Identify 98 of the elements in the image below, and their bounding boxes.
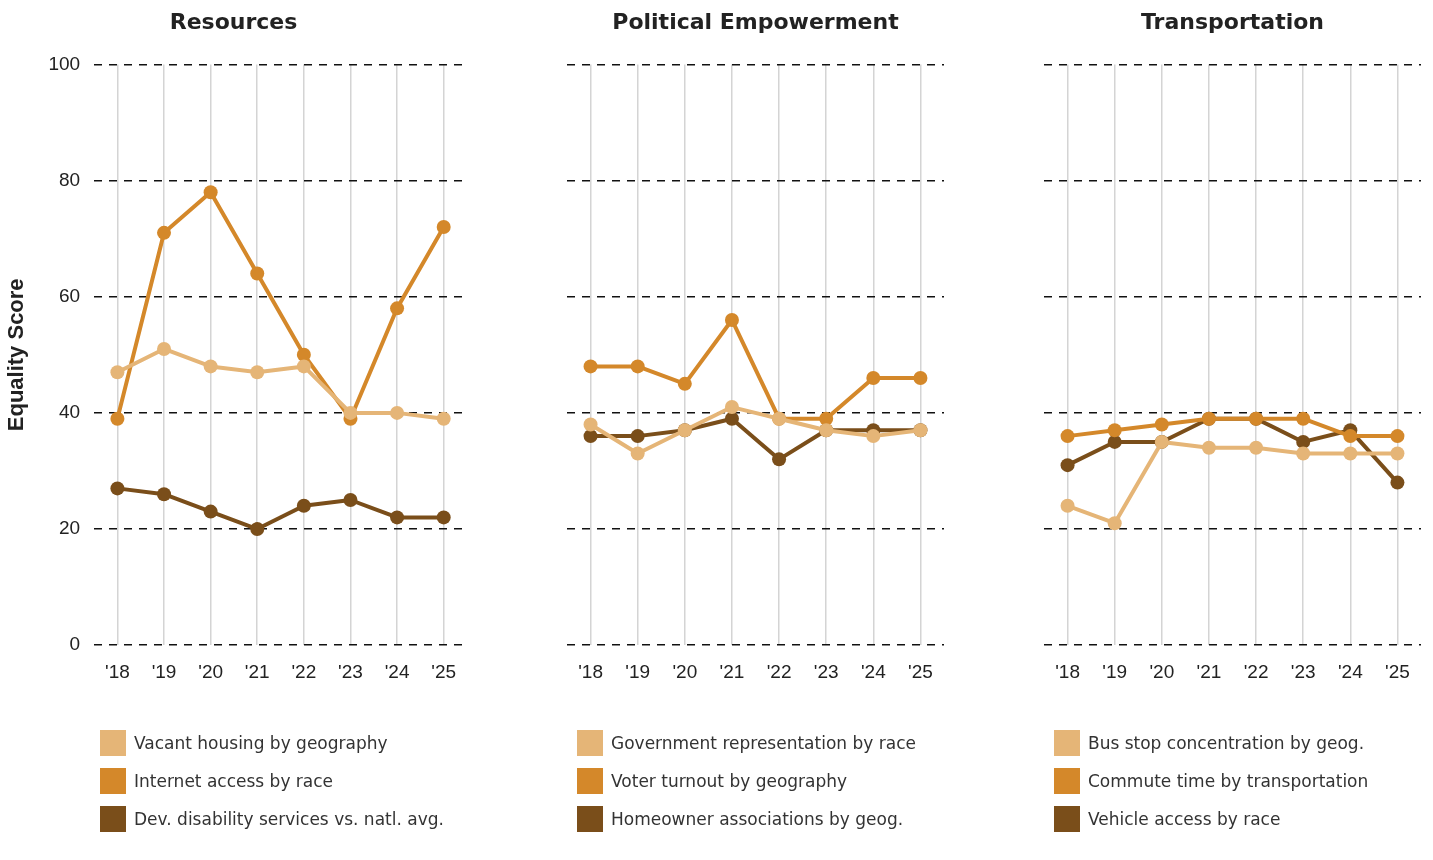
- x-tick-label: '23: [813, 660, 839, 682]
- point: [1343, 446, 1358, 461]
- x-tick-label: '18: [1055, 660, 1080, 682]
- point: [630, 429, 645, 444]
- x-tick-label: '24: [384, 660, 410, 682]
- point: [436, 411, 451, 426]
- x-tick-label: '21: [1196, 660, 1222, 682]
- y-tick-label: 0: [69, 633, 81, 655]
- x-tick-label: '25: [908, 660, 933, 682]
- legend-label: Vacant housing by geography: [134, 733, 388, 753]
- legend-label: Internet access by race: [134, 771, 334, 791]
- legend-label: Government representation by race: [611, 733, 916, 753]
- point: [157, 225, 172, 240]
- point: [296, 498, 311, 513]
- point: [1390, 446, 1405, 461]
- point: [866, 429, 881, 444]
- point: [1107, 434, 1122, 449]
- legend-label: Dev. disability services vs. natl. avg.: [134, 809, 444, 829]
- x-tick-label: '25: [1385, 660, 1410, 682]
- point: [630, 446, 645, 461]
- point: [157, 341, 172, 356]
- chart-title: Political Empowerment: [612, 8, 900, 34]
- point: [436, 510, 451, 525]
- legend-label: Commute time by transportation: [1088, 771, 1369, 791]
- chart-title: Resources: [169, 8, 298, 34]
- x-tick-label: '19: [1102, 660, 1128, 682]
- y-tick-label: 100: [48, 52, 81, 74]
- point: [390, 405, 405, 420]
- point: [677, 376, 692, 391]
- chart-title: Transportation: [1141, 8, 1324, 34]
- x-tick-label: '22: [1243, 660, 1269, 682]
- point: [1249, 440, 1264, 455]
- x-tick-label: '24: [1337, 660, 1364, 682]
- x-tick-label: '21: [244, 660, 270, 682]
- point: [1060, 498, 1075, 513]
- point: [583, 417, 598, 432]
- point: [1060, 458, 1075, 473]
- point: [436, 220, 451, 235]
- point: [866, 371, 881, 386]
- x-tick-label: '20: [198, 660, 224, 682]
- point: [1107, 423, 1122, 438]
- x-tick-label: '25: [431, 660, 457, 682]
- legend-label: Voter turnout by geography: [611, 771, 848, 791]
- x-tick-label: '20: [1149, 660, 1175, 682]
- x-tick-label: '21: [719, 660, 745, 682]
- point: [772, 452, 787, 467]
- y-tick-label: 80: [58, 168, 81, 190]
- point: [819, 411, 834, 426]
- point: [724, 312, 739, 327]
- x-tick-label: '22: [291, 660, 317, 682]
- x-tick-label: '23: [338, 660, 363, 682]
- point: [390, 510, 405, 525]
- x-tick-label: '23: [1290, 660, 1316, 682]
- point: [583, 429, 598, 444]
- point: [203, 185, 218, 200]
- point: [343, 405, 358, 420]
- y-tick-label: 20: [58, 517, 81, 539]
- x-tick-label: '20: [672, 660, 698, 682]
- point: [157, 487, 172, 502]
- point: [1107, 516, 1122, 531]
- point: [390, 301, 405, 316]
- point: [1201, 440, 1216, 455]
- x-tick-label: '19: [151, 660, 177, 682]
- point: [203, 504, 218, 519]
- point: [110, 365, 125, 380]
- point: [110, 481, 125, 496]
- point: [250, 522, 265, 537]
- y-tick-label: 60: [58, 284, 81, 306]
- point: [296, 359, 311, 374]
- point: [1343, 429, 1358, 444]
- y-axis-title: Equality Score: [3, 278, 29, 432]
- point: [1296, 411, 1311, 426]
- point: [1296, 434, 1311, 449]
- x-tick-label: '24: [860, 660, 887, 682]
- legend-label: Vehicle access by race: [1088, 809, 1281, 829]
- x-tick-label: '22: [766, 660, 792, 682]
- legend-label: Homeowner associations by geog.: [611, 809, 904, 829]
- point: [250, 365, 265, 380]
- point: [583, 359, 598, 374]
- point: [630, 359, 645, 374]
- point: [296, 347, 311, 362]
- x-tick-label: '19: [625, 660, 651, 682]
- legend-label: Bus stop concentration by geog.: [1088, 733, 1365, 753]
- point: [203, 359, 218, 374]
- point: [1390, 429, 1405, 444]
- point: [1296, 446, 1311, 461]
- point: [913, 371, 928, 386]
- point: [1390, 475, 1405, 490]
- point: [724, 400, 739, 415]
- point: [724, 411, 739, 426]
- point: [1060, 429, 1075, 444]
- point: [343, 493, 358, 507]
- point: [250, 266, 265, 281]
- y-tick-label: 40: [58, 401, 81, 423]
- point: [1154, 417, 1169, 432]
- x-tick-label: '18: [105, 660, 130, 682]
- point: [110, 411, 125, 426]
- x-tick-label: '18: [578, 660, 603, 682]
